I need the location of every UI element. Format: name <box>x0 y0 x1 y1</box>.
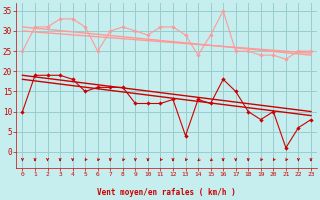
X-axis label: Vent moyen/en rafales ( km/h ): Vent moyen/en rafales ( km/h ) <box>97 188 236 197</box>
